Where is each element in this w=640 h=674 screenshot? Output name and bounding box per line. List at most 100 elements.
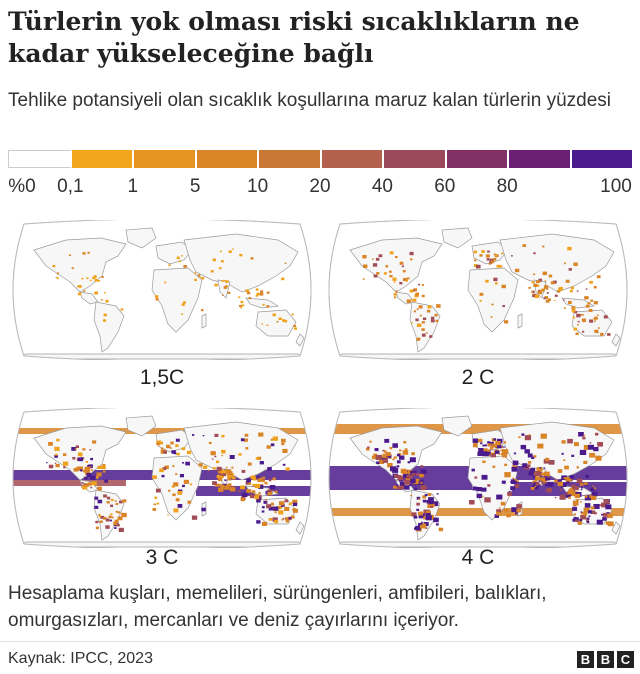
map3-impact-cell xyxy=(513,452,517,455)
map1-impact-cell xyxy=(426,309,431,313)
map2-impact-cell xyxy=(98,515,101,518)
map2-impact-cell xyxy=(111,516,114,519)
map1-impact-cell xyxy=(373,274,378,278)
map1-impact-cell xyxy=(533,252,536,255)
map3-impact-cell xyxy=(477,451,483,456)
map3-impact-cell xyxy=(567,438,573,444)
map2-impact-cell xyxy=(218,477,223,482)
map1-impact-cell xyxy=(421,328,425,331)
map1-impact-cell xyxy=(412,298,417,302)
map2-impact-cell xyxy=(288,503,292,506)
map1-impact-cell xyxy=(554,299,556,301)
map1-impact-cell xyxy=(392,277,397,281)
map3-impact-cell xyxy=(418,513,425,519)
map2-impact-cell xyxy=(217,469,223,474)
map3-impact-cell xyxy=(496,511,501,516)
map2-impact-cell xyxy=(191,515,198,520)
map2-ocean-impact-band-3 xyxy=(13,428,311,434)
map3-impact-cell xyxy=(583,445,590,450)
map1-impact-cell xyxy=(488,262,492,265)
map2-impact-cell xyxy=(92,440,97,444)
map2-impact-cell xyxy=(247,462,252,466)
map0-impact-cell xyxy=(219,250,222,253)
map0-impact-cell xyxy=(68,254,71,256)
map3-impact-cell xyxy=(539,477,542,480)
map0-impact-speckles xyxy=(52,248,297,330)
map2-impact-cell xyxy=(171,485,175,488)
map2-impact-cell xyxy=(114,519,119,523)
map2-impact-cell xyxy=(263,500,268,504)
map1-impact-cell xyxy=(389,274,393,278)
map3-impact-cell xyxy=(586,519,589,522)
map3-impact-cell xyxy=(373,453,377,457)
map1-impact-cell xyxy=(376,272,380,275)
map2-impact-cell xyxy=(168,489,171,492)
map3-impact-cell xyxy=(607,521,614,527)
map3-impact-cell xyxy=(382,458,388,463)
map1-impact-cell xyxy=(493,253,496,256)
legend-swatch-9 xyxy=(571,150,632,168)
map1-impact-cell xyxy=(479,299,482,302)
map3-impact-cell xyxy=(397,475,404,481)
legend-swatch-2 xyxy=(134,150,197,168)
map2-impact-cell xyxy=(87,464,90,468)
map2-impact-cell xyxy=(98,513,101,516)
legend-swatch-0 xyxy=(8,150,72,168)
map1-impact-cell xyxy=(573,262,578,266)
map3-impact-cell xyxy=(510,486,516,491)
map3-impact-cell xyxy=(402,470,408,475)
map3-impact-cell xyxy=(548,460,555,465)
map3-impact-cell xyxy=(366,447,370,451)
map2-impact-cell xyxy=(264,481,268,485)
map1-impact-cell xyxy=(393,293,397,296)
map3-impact-cell xyxy=(561,440,566,444)
map3-impact-cell xyxy=(411,472,416,476)
map3-impact-cell xyxy=(433,517,439,523)
map3-impact-cell xyxy=(584,482,588,485)
map0-impact-cell xyxy=(239,253,243,257)
map3-impact-cell xyxy=(422,495,427,499)
map0-impact-cell xyxy=(266,291,270,294)
map0-impact-cell xyxy=(94,278,98,282)
map2-impact-cell xyxy=(278,510,284,515)
map2-impact-cell xyxy=(94,496,99,500)
map2-impact-cell xyxy=(266,445,271,449)
map1-impact-cell xyxy=(570,286,574,290)
map3-impact-cell xyxy=(602,517,607,521)
map2-impact-cell xyxy=(216,460,220,464)
map2-impact-cell xyxy=(261,510,265,513)
map2-impact-cell xyxy=(270,443,275,447)
map3-impact-cell xyxy=(487,441,491,444)
map2-impact-cell xyxy=(256,498,261,503)
map2-impact-cell xyxy=(176,452,180,456)
map2-impact-cell xyxy=(54,454,58,458)
map1-impact-cell xyxy=(499,265,503,268)
map2-impact-cell xyxy=(88,482,92,486)
map1-impact-cell xyxy=(577,324,579,326)
map1-impact-cell xyxy=(544,280,547,282)
map2-impact-cell xyxy=(110,504,114,507)
map3-impact-cell xyxy=(385,452,391,456)
map1-impact-cell xyxy=(403,277,407,281)
map3-impact-cell xyxy=(574,442,579,447)
map1-impact-cell xyxy=(546,288,549,291)
legend-swatch-8 xyxy=(509,150,572,168)
map1-impact-cell xyxy=(399,281,403,285)
map2-impact-cell xyxy=(240,485,245,490)
map2-impact-cell xyxy=(162,467,167,471)
map1-impact-cell xyxy=(567,300,572,304)
map3-impact-cell xyxy=(430,506,433,508)
map2-impact-cell xyxy=(83,469,88,473)
map3-impact-cell xyxy=(577,521,583,525)
map1-impact-cell xyxy=(395,256,398,259)
map2-impact-cell xyxy=(285,517,290,521)
map2-impact-cell xyxy=(222,487,226,490)
map2-impact-cell xyxy=(249,494,255,499)
map3-impact-cell xyxy=(559,494,566,500)
legend-swatch-3 xyxy=(196,150,259,168)
map1-impact-cell xyxy=(564,262,566,265)
map2-impact-cell xyxy=(99,520,103,523)
map3-impact-cell xyxy=(591,491,598,497)
map0-impact-cell xyxy=(284,320,288,323)
map2-impact-cell xyxy=(55,453,58,456)
